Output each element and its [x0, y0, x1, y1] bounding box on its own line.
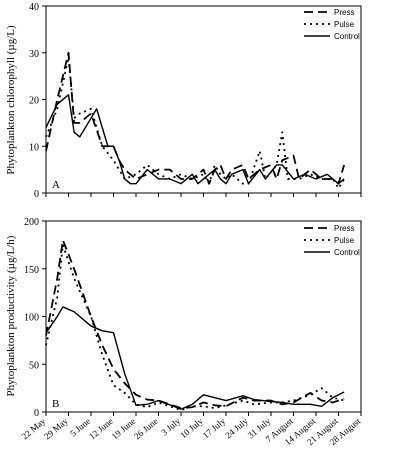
x-tick-label: 22 May	[20, 416, 48, 442]
panel-b-y-tick-label: 0	[34, 408, 39, 419]
panel-b-legend: Press Pulse Control	[304, 224, 360, 257]
x-tick-label: 29 May	[42, 416, 70, 442]
x-tick-label: 24 July	[223, 416, 250, 441]
x-tick-label: 17 July	[201, 416, 228, 441]
panel-a-legend-label-control: Control	[334, 32, 360, 41]
panel-a-label: A	[52, 179, 60, 191]
panel-b-series-control	[45, 306, 345, 410]
panel-a-legend-label-pulse: Pulse	[334, 20, 355, 29]
panel-a-series-pulse	[45, 56, 345, 190]
panel-a-series-control	[45, 94, 345, 185]
panel-a-y-tick-label: 10	[29, 142, 39, 153]
panel-a-legend-label-press: Press	[334, 8, 354, 17]
panel-b-legend-label-control: Control	[334, 248, 360, 257]
panel-a-y-tick-label: 0	[34, 189, 39, 200]
panel-b-series-layer	[45, 239, 345, 411]
panel-b-series-press	[45, 239, 345, 410]
x-tick-label: 26 June	[132, 416, 160, 441]
panel-b-y-axis-title: Phytoplankton productivity (µg/L/h)	[5, 235, 17, 396]
panel-b-y-tick-label: 200	[24, 217, 39, 228]
panel-a-y-tick-label: 30	[29, 49, 39, 60]
panel-a-y-tick-label: 40	[29, 2, 39, 13]
panel-a-legend: Press Pulse Control	[304, 8, 360, 41]
panel-b-label: B	[52, 398, 59, 410]
panel-a-chart: 0 10 20 30 40 A Phytoplankton chlorophyll (µ…	[5, 2, 362, 200]
panel-b-frame	[45, 220, 362, 413]
panel-b-legend-label-press: Press	[334, 224, 354, 233]
panel-b-y-axis: 0 50 100 150 200	[24, 217, 362, 419]
panel-a-frame	[45, 5, 362, 194]
panel-b-y-tick-label: 150	[24, 265, 39, 276]
x-tick-label: 12 June	[87, 416, 115, 441]
panel-b-legend-label-pulse: Pulse	[334, 236, 355, 245]
panel-a-y-axis-title: Phytoplankton chlorophyll (µg/L)	[5, 25, 17, 175]
panel-b-series-pulse	[45, 243, 345, 411]
panel-b-chart: 0 50 100 150 200 B Phytoplankton productivit…	[5, 217, 362, 419]
x-tick-label: 19 June	[110, 416, 138, 441]
panel-b-y-tick-label: 100	[24, 313, 39, 324]
panel-a-y-tick-label: 20	[29, 96, 39, 107]
x-tick-label: 10 July	[178, 416, 205, 441]
panel-a-y-axis: 0 10 20 30 40	[29, 2, 362, 200]
panel-a-series-layer	[45, 51, 345, 190]
panel-b-y-tick-label: 50	[29, 360, 39, 371]
